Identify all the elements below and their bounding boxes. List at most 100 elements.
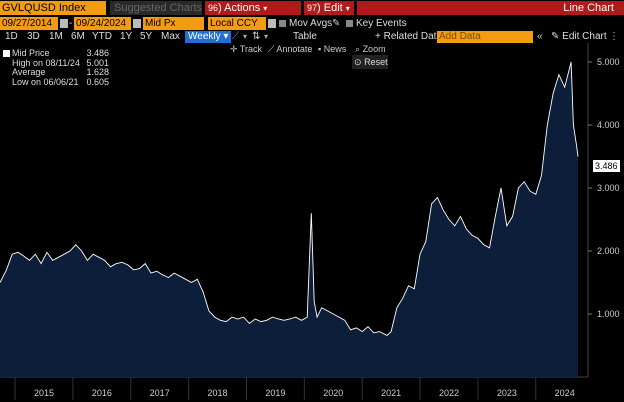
news-button[interactable]: ▪ News (318, 43, 346, 55)
x-tick-label: 2023 (497, 388, 517, 398)
related-data-button[interactable]: + Related Dat (375, 31, 437, 42)
legend-high: High on 08/11/24 5.001 (3, 57, 115, 69)
chevron-down-icon[interactable]: ▾ (243, 32, 248, 41)
period-5y[interactable]: 5Y (140, 31, 153, 42)
pencil-icon[interactable]: ✎ (332, 18, 341, 29)
period-1d[interactable]: 1D (5, 31, 18, 42)
annotate-label: Annotate (276, 44, 313, 54)
x-tick-label: 2017 (150, 388, 170, 398)
reset-icon: ⊙ (354, 57, 362, 67)
suggested-charts-button-bg (110, 1, 202, 15)
reset-label: Reset (364, 57, 388, 67)
mov-avgs-checkbox[interactable] (279, 20, 286, 27)
top-toolbar: GVLQUSD Index Suggested Charts 96) Actio… (0, 0, 624, 16)
price-area (0, 62, 578, 377)
actions-number: 96 (208, 3, 219, 13)
table-button[interactable]: Table (293, 31, 317, 42)
y-tick-label: 1.000 (597, 309, 620, 319)
line-chart-icon[interactable]: ⟋ (232, 31, 239, 42)
y-tick-label: 4.000 (597, 120, 620, 130)
x-tick-label: 2020 (323, 388, 343, 398)
legend-high-label: High on 08/11/24 (12, 57, 80, 68)
more-icon[interactable]: ⋮ (609, 31, 619, 42)
add-data-input[interactable]: Add Data (437, 31, 533, 43)
legend-mid-price-value: 3.486 (86, 48, 109, 58)
x-tick-label: 2019 (265, 388, 285, 398)
key-events-label: Key Events (356, 18, 407, 29)
calendar-icon[interactable] (133, 19, 141, 28)
mov-avgs-label: Mov Avgs (289, 18, 333, 29)
chart-area[interactable]: 1.000 2.000 3.000 4.000 5.000 2015 2016 2017 20… (0, 43, 624, 402)
period-max[interactable]: Max (161, 31, 180, 42)
x-tick-label: 2021 (381, 388, 401, 398)
suggested-charts-button[interactable]: Suggested Charts (110, 1, 202, 15)
pencil-icon: ✎ (551, 31, 560, 42)
period-1m[interactable]: 1M (49, 31, 63, 42)
legend-average-label: Average (12, 67, 46, 78)
annotate-icon: ⟋ (268, 44, 275, 54)
legend-low-label: Low on 06/06/21 (12, 76, 79, 87)
edit-label: Edit (323, 2, 343, 14)
related-data-label: Related Dat (383, 31, 437, 42)
annotate-button[interactable]: ⟋ Annotate (268, 43, 312, 55)
period-1y[interactable]: 1Y (120, 31, 133, 42)
frequency-label: Weekly (188, 31, 221, 42)
actions-label: Actions (224, 2, 261, 14)
news-label: News (323, 44, 347, 54)
chevron-down-icon: ▾ (345, 4, 350, 13)
period-bar: 1D 3D 1M 6M YTD 1Y 5Y Max Weekly ▾ ⟋ ▾ ⇅… (0, 31, 624, 43)
dropdown-icon[interactable] (268, 19, 276, 28)
collapse-icon[interactable]: « (537, 31, 543, 42)
key-events-checkbox[interactable] (346, 20, 353, 27)
price-line (0, 61, 579, 336)
x-tick-label: 2024 (555, 388, 575, 398)
zoom-button[interactable]: ⌕ Zoom (355, 43, 386, 55)
zoom-label: Zoom (362, 44, 386, 54)
chart-type-title: Line Chart (357, 1, 624, 15)
zoom-icon: ⌕ (355, 44, 361, 54)
y-tick-label: 2.000 (597, 246, 620, 256)
x-tick-label: 2018 (208, 388, 228, 398)
edit-chart-button[interactable]: ✎ Edit Chart (551, 31, 607, 43)
field-select[interactable]: Mid Px (143, 17, 204, 30)
period-ytd[interactable]: YTD (92, 31, 112, 42)
legend-low: Low on 06/06/21 0.605 (3, 76, 115, 88)
settings-bar: 09/27/2014 - 09/24/2024 Mid Px Local CCY… (0, 17, 624, 31)
reset-button[interactable]: ⊙ Reset (352, 55, 388, 69)
legend-high-value: 5.001 (86, 57, 109, 68)
y-tick-label: 5.000 (597, 57, 620, 67)
legend-mid-price: Mid Price 3.486 (3, 48, 115, 59)
chevron-down-icon[interactable]: ▾ (264, 32, 269, 41)
suggested-charts-label: Suggested Charts (114, 2, 203, 14)
end-date-field[interactable]: 09/24/2024 (74, 17, 131, 30)
x-tick-label: 2022 (439, 388, 459, 398)
legend-average: Average 1.628 (3, 67, 115, 78)
frequency-select[interactable]: Weekly ▾ (185, 31, 232, 43)
bar-style-icon[interactable]: ⇅ (252, 31, 261, 42)
x-tick-label: 2015 (34, 388, 54, 398)
start-date-field[interactable]: 09/27/2014 (0, 17, 58, 30)
legend: Mid Price 3.486 High on 08/11/24 5.001 Ave… (3, 48, 115, 88)
date-separator: - (69, 18, 73, 29)
edit-menu[interactable]: 97) Edit ▾ (304, 1, 354, 15)
period-6m[interactable]: 6M (71, 31, 85, 42)
currency-select[interactable]: Local CCY (208, 17, 266, 30)
actions-menu[interactable]: 96) Actions ▾ (205, 1, 301, 15)
track-button[interactable]: ✛ Track (230, 44, 263, 54)
chevron-down-icon: ▾ (263, 4, 268, 13)
ticker-field[interactable]: GVLQUSD Index (0, 1, 106, 15)
last-value-label: 3.486 (593, 160, 620, 172)
legend-average-value: 1.628 (86, 67, 109, 78)
edit-chart-label: Edit Chart (562, 31, 607, 42)
price-chart: 1.000 2.000 3.000 4.000 5.000 2015 2016 2017 20… (0, 43, 620, 400)
legend-low-value: 0.605 (86, 76, 109, 87)
legend-mid-price-label: Mid Price (12, 48, 50, 58)
edit-number: 97 (307, 3, 318, 13)
legend-swatch (3, 50, 10, 57)
calendar-icon[interactable] (60, 19, 68, 28)
news-icon: ▪ (318, 44, 322, 54)
period-3d[interactable]: 3D (27, 31, 40, 42)
track-label: Track (239, 44, 263, 54)
x-tick-label: 2016 (92, 388, 112, 398)
y-tick-label: 3.000 (597, 183, 620, 193)
